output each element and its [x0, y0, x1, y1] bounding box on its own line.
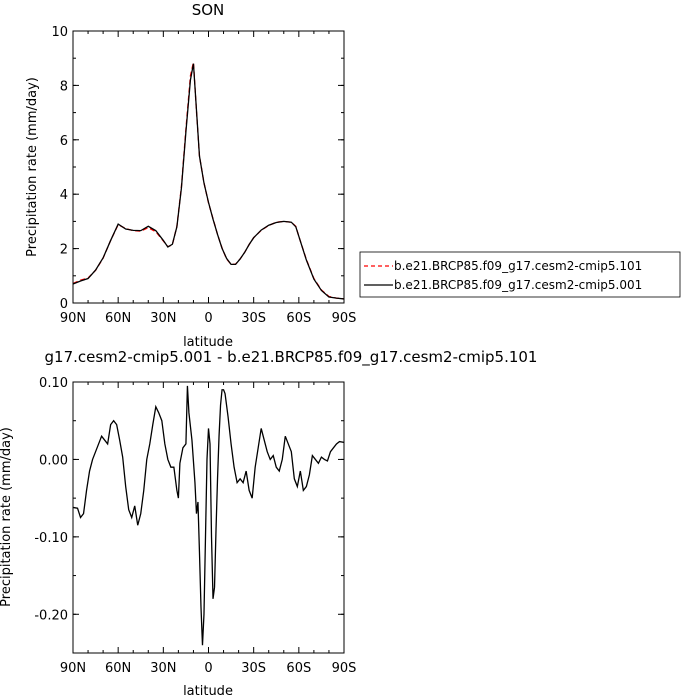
- x-tick-label: 60S: [286, 661, 311, 676]
- y-tick-label: -0.20: [34, 608, 68, 623]
- x-tick-label: 0: [204, 311, 212, 326]
- legend-label-001: b.e21.BRCP85.f09_g17.cesm2-cmip5.001: [394, 278, 642, 292]
- top-plot-frame: [72, 30, 345, 304]
- bottom-panel: g17.cesm2-cmip5.001 - b.e21.BRCP85.f09_g…: [0, 348, 537, 699]
- x-tick-label: 0: [204, 661, 212, 676]
- x-tick-label: 60S: [286, 311, 311, 326]
- bottom-series-group: [72, 385, 345, 646]
- y-tick-label: 2: [60, 243, 68, 258]
- bottom-plot-frame: [72, 381, 345, 654]
- x-tick-label: 60N: [105, 311, 131, 326]
- series-line-0-1: [72, 63, 345, 300]
- y-tick-label: 0: [60, 297, 68, 312]
- y-tick-label: 6: [60, 134, 68, 149]
- legend-label-101: b.e21.BRCP85.f09_g17.cesm2-cmip5.101: [394, 259, 642, 273]
- legend: b.e21.BRCP85.f09_g17.cesm2-cmip5.101 b.e…: [359, 251, 681, 298]
- x-tick-label: 90N: [60, 661, 86, 676]
- x-tick-label: 90S: [332, 661, 357, 676]
- y-tick-label: 8: [60, 79, 68, 94]
- series-line-1-0: [72, 385, 345, 646]
- y-tick-label: 10: [51, 25, 68, 40]
- top-y-axis-label: Precipitation rate (mm/day): [25, 77, 40, 257]
- x-tick-label: 90S: [332, 311, 357, 326]
- x-tick-label: 90N: [60, 311, 86, 326]
- y-tick-label: 0.00: [39, 453, 68, 468]
- series-line-0-0: [72, 62, 345, 300]
- y-tick-label: 4: [60, 188, 68, 203]
- x-tick-label: 30S: [241, 661, 266, 676]
- x-tick-label: 30S: [241, 311, 266, 326]
- top-x-axis-label: latitude: [183, 335, 233, 350]
- bottom-x-axis-label: latitude: [183, 684, 233, 699]
- top-chart-title: SON: [192, 1, 225, 19]
- top-series-group: [72, 62, 345, 300]
- bottom-chart-title: g17.cesm2-cmip5.001 - b.e21.BRCP85.f09_g…: [45, 348, 538, 367]
- y-tick-label: 0.10: [39, 376, 68, 391]
- x-tick-label: 60N: [105, 661, 131, 676]
- x-tick-label: 30N: [150, 661, 176, 676]
- y-tick-label: -0.10: [34, 531, 68, 546]
- bottom-y-axis-label: Precipitation rate (mm/day): [0, 427, 14, 607]
- legend-box: [359, 251, 681, 298]
- x-tick-label: 30N: [150, 311, 176, 326]
